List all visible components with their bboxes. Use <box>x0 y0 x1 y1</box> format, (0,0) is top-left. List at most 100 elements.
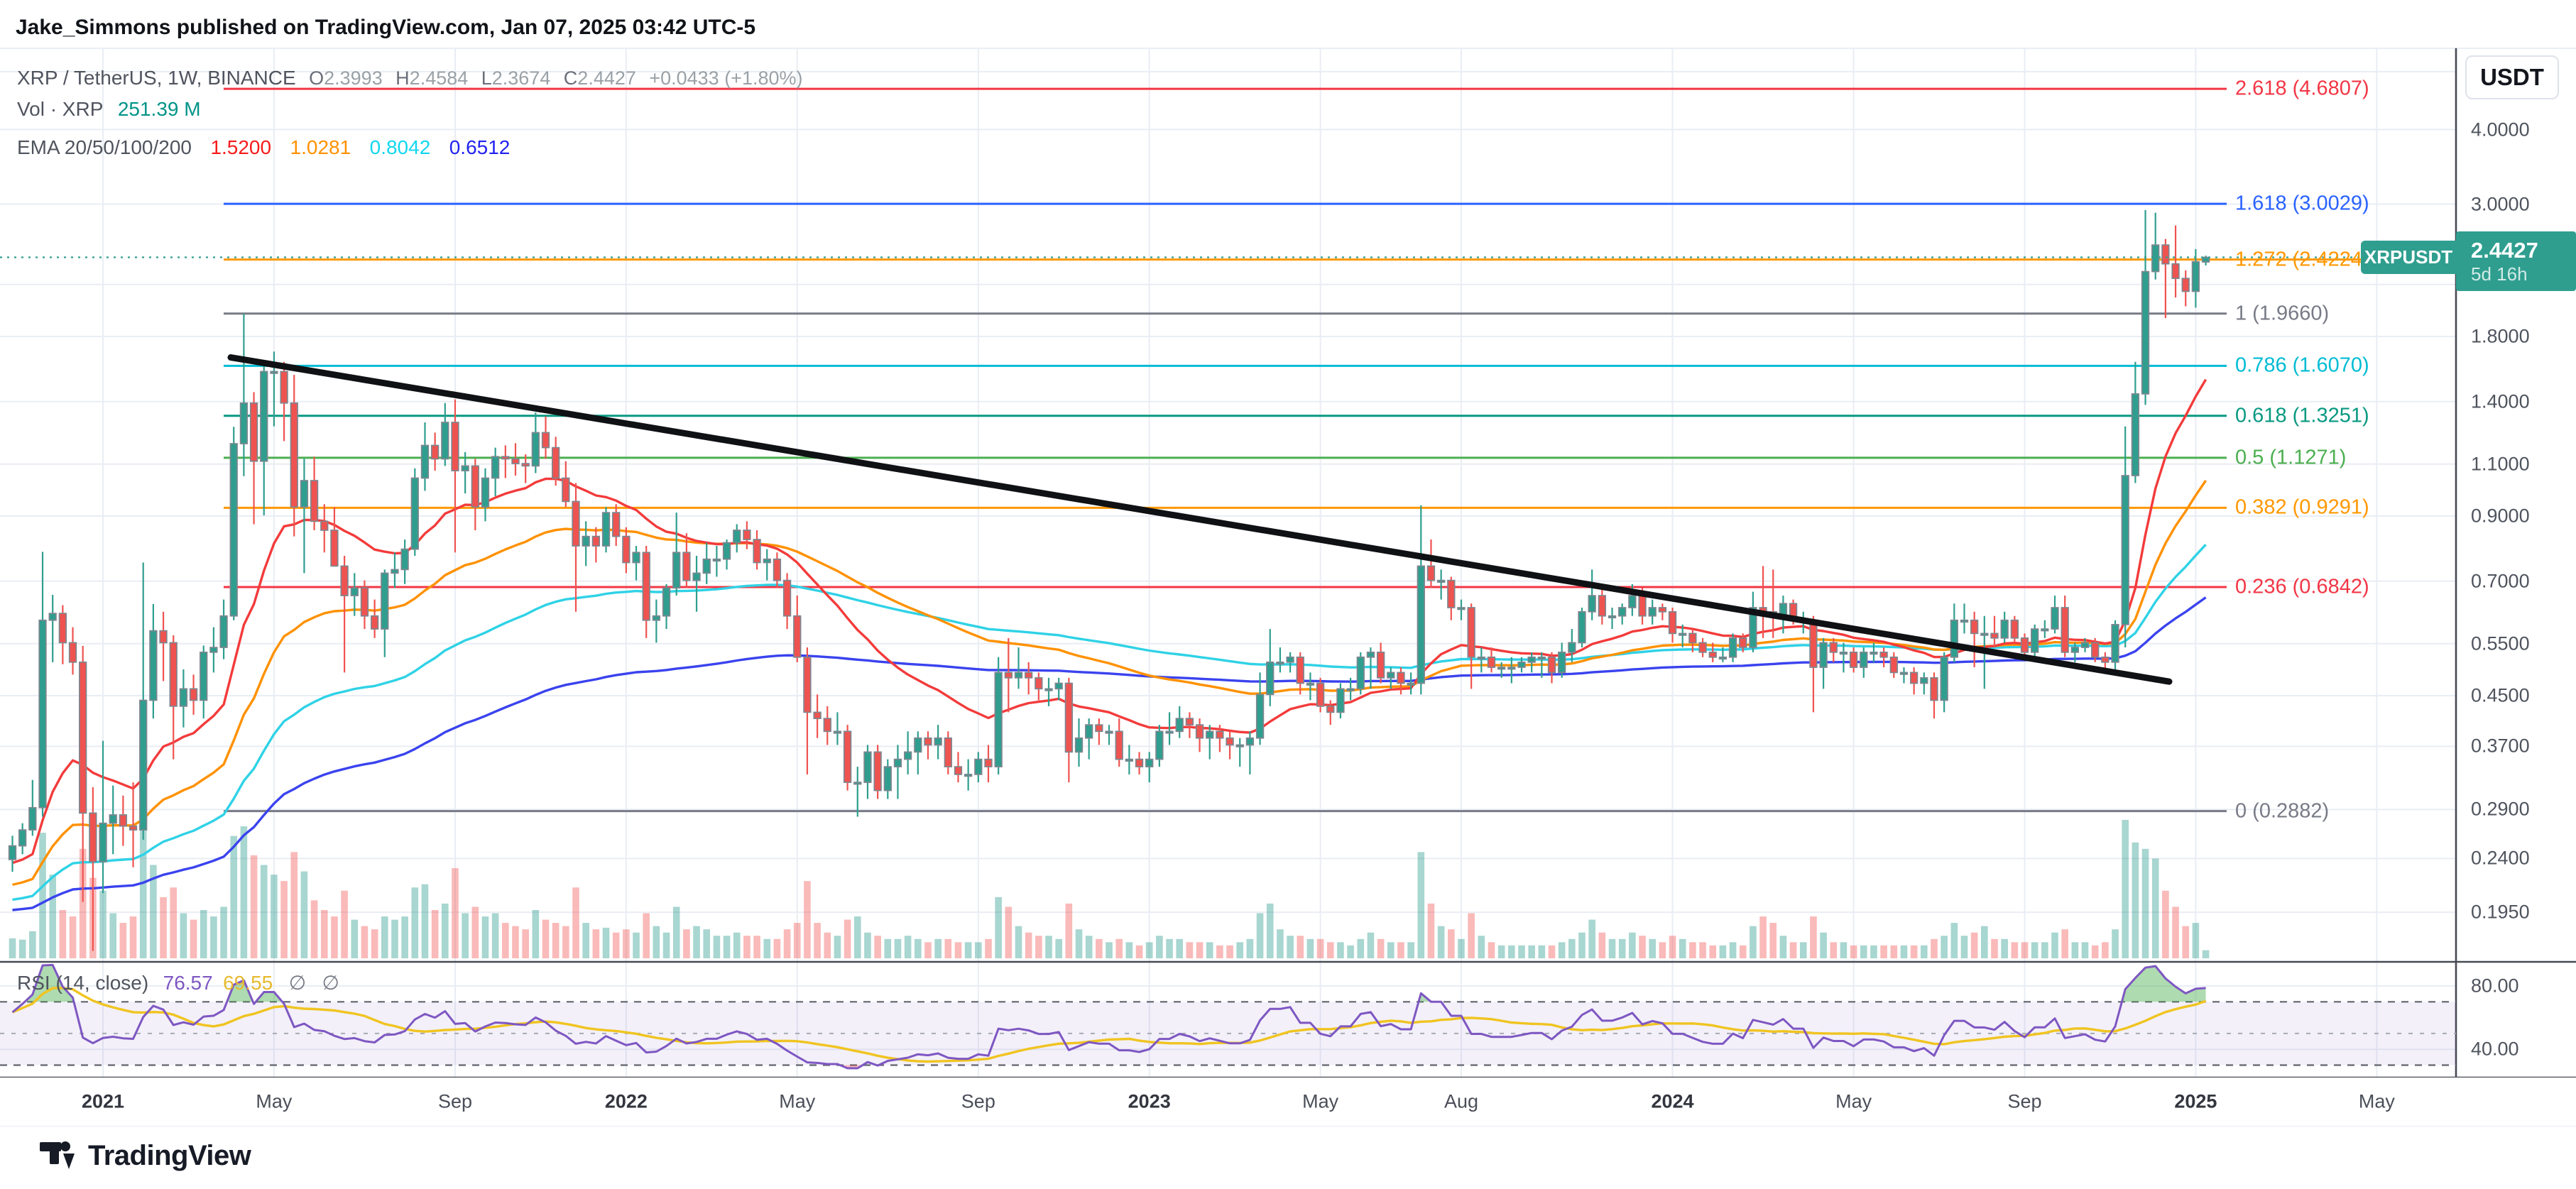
volume-bar <box>1357 938 1365 958</box>
volume-bar <box>1045 936 1052 958</box>
volume-bar <box>1921 945 1928 958</box>
volume-bar <box>240 826 248 958</box>
candle-body <box>702 558 711 574</box>
volume-bar <box>915 938 922 958</box>
candle-body <box>350 587 359 596</box>
candle-body <box>1366 652 1375 658</box>
candle-body <box>863 751 872 783</box>
volume-bar <box>1478 936 1485 958</box>
volume-bar <box>2041 942 2048 958</box>
volume-bar <box>1316 938 1324 958</box>
candle-body <box>1004 672 1013 679</box>
volume-bar <box>2011 942 2019 958</box>
volume-bar <box>1025 932 1032 958</box>
time-axis-label: Sep <box>961 1090 995 1112</box>
tradingview-footer[interactable]: TradingView <box>40 1134 251 1177</box>
candle-body <box>381 572 389 630</box>
volume-bar <box>1397 942 1404 958</box>
volume-bar <box>612 932 620 958</box>
candle-body <box>1064 682 1074 753</box>
volume-bar <box>1820 932 1827 958</box>
candle-body <box>179 688 188 707</box>
currency-unit-button[interactable]: USDT <box>2465 55 2559 99</box>
price-axis-label: 0.3700 <box>2471 735 2530 757</box>
candle-body <box>1235 744 1244 747</box>
candle-body <box>2080 642 2090 648</box>
candle-body <box>2000 619 2009 639</box>
volume-bar <box>1377 938 1385 958</box>
volume-bar <box>160 897 167 958</box>
volume-bar <box>753 936 760 958</box>
candle-body <box>1679 632 1687 636</box>
volume-bar <box>1578 932 1586 958</box>
rsi-legend[interactable]: RSI (14, close) 76.57 69.55 ∅ ∅ <box>17 971 339 995</box>
candle-body <box>1658 607 1667 613</box>
volume-bar <box>1598 932 1606 958</box>
volume-bar <box>1015 926 1022 958</box>
volume-bar <box>763 938 771 958</box>
candle-body <box>1668 610 1677 635</box>
volume-bar <box>1739 945 1747 958</box>
ema-legend[interactable]: EMA 20/50/100/200 1.5200 1.0281 0.8042 0… <box>17 136 510 159</box>
candle-body <box>924 737 932 746</box>
volume-bar <box>1417 852 1425 958</box>
candle-body <box>1074 737 1084 753</box>
candle-body <box>461 465 469 471</box>
volume-bar <box>1156 936 1163 958</box>
volume-bar <box>2051 932 2058 958</box>
candle-body <box>984 758 993 767</box>
candle-body <box>1909 672 1919 684</box>
candle-body <box>310 480 319 522</box>
volume-bar <box>964 942 972 958</box>
candle-body <box>903 751 912 760</box>
candle-body <box>1879 652 1888 658</box>
volume-bar <box>1367 932 1375 958</box>
volume-bar <box>1588 919 1595 958</box>
rsi-ma-value: 69.55 <box>223 972 273 994</box>
volume-bar <box>180 913 187 958</box>
candle-body <box>883 766 892 791</box>
candle-body <box>330 530 339 567</box>
candle-body <box>1728 637 1737 658</box>
volume-bar <box>1639 936 1646 958</box>
volume-bar <box>1176 938 1184 958</box>
candle-body <box>2010 619 2019 639</box>
candle-body <box>1638 595 1647 617</box>
candle-body <box>511 458 520 464</box>
volume-bar <box>602 927 610 958</box>
volume-legend[interactable]: Vol · XRP 251.39 M <box>17 98 201 121</box>
candle-body <box>200 652 208 701</box>
time-scale[interactable]: 2021 May Sep 2022 May Sep 2023 May Aug 2024 May Sep… <box>0 1078 2576 1126</box>
candle-body <box>782 579 792 617</box>
candle-body <box>1849 652 1858 668</box>
volume-bar <box>1659 942 1666 958</box>
time-axis-label: 2024 <box>1651 1090 1694 1112</box>
volume-bar <box>59 909 67 958</box>
price-scale[interactable]: USDT 4.0000 3.0000 1.8000 1.4000 1.1000 0.900… <box>2456 48 2576 1078</box>
volume-bar <box>1810 916 1817 958</box>
candle-body <box>410 477 419 550</box>
volume-bar <box>804 881 811 958</box>
price-axis-label: 0.1950 <box>2471 901 2530 923</box>
volume-bar <box>1860 945 1867 958</box>
volume-bar <box>1347 945 1354 958</box>
volume-bar <box>713 936 721 958</box>
candle-body <box>1457 607 1466 610</box>
candle-body <box>209 647 218 653</box>
price-axis-label: 0.2400 <box>2471 847 2530 869</box>
volume-bar <box>1900 945 1908 958</box>
volume-bar <box>220 906 227 958</box>
trendline-drawing <box>227 354 2173 685</box>
candle-body <box>420 444 430 479</box>
candle-body <box>99 822 107 862</box>
candle-body <box>2020 637 2029 653</box>
candle-body <box>1155 730 1164 760</box>
volume-bar <box>1326 942 1334 958</box>
symbol-legend[interactable]: XRP / TetherUS, 1W, BINANCE O2.3993 H2.4… <box>17 67 803 89</box>
candle-body <box>2171 263 2180 280</box>
candle-body <box>1306 682 1315 686</box>
candle-body <box>1035 677 1043 690</box>
time-axis-label: 2022 <box>604 1090 648 1112</box>
candle-body <box>1135 758 1144 767</box>
